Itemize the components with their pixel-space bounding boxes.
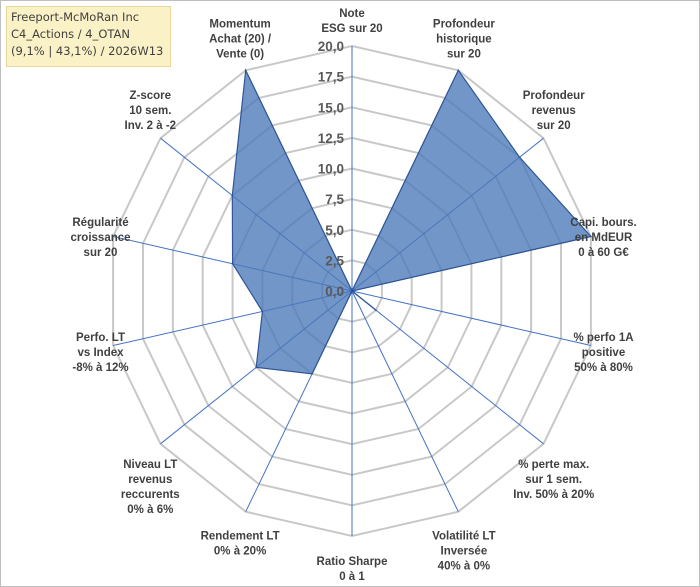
axis-label-line: sur 20 <box>537 120 571 132</box>
axis-label-line: sur 20 <box>84 247 118 259</box>
radar-axis-labels: Note ESG sur 20 Profondeur historique sur 20… <box>70 8 636 583</box>
axis-label-line: vs Index <box>77 347 124 359</box>
axis-label-13: Z-score 10 sem. Inv. 2 à -2 <box>125 90 177 132</box>
axis-label-line: Z-score <box>130 90 172 102</box>
axis-label-line: en MdEUR <box>575 232 633 244</box>
axis-label-line: -8% à 12% <box>72 362 128 374</box>
chart-title-box: Freeport-McMoRan Inc C4_Actions / 4_OTAN… <box>6 6 171 67</box>
axis-label-line: reccurents <box>121 489 180 501</box>
tick-label: 2,5 <box>325 253 344 268</box>
axis-label-line: positive <box>582 347 625 359</box>
axis-label-line: % perfo 1A <box>573 332 633 344</box>
axis-label-line: ESG sur 20 <box>321 23 382 35</box>
radar-point-4 <box>590 235 592 238</box>
axis-label-7: Volatilité LT Inversée 40% à 0% <box>432 530 495 572</box>
tick-label: 15,0 <box>318 100 344 115</box>
axis-label-line: Profondeur <box>433 19 495 31</box>
tick-label: 17,5 <box>318 70 345 85</box>
axis-label-3: Profondeur revenus sur 20 <box>523 90 585 132</box>
radar-series-area <box>231 68 593 375</box>
radar-point-13 <box>231 194 234 197</box>
radar-spoke-7 <box>351 290 459 512</box>
axis-label-line: historique <box>436 34 492 46</box>
radar-point-8 <box>351 290 353 292</box>
axis-label-line: 0% à 20% <box>214 545 266 557</box>
axis-label-line: 0 à 1 <box>339 571 365 583</box>
axis-label-line: croissance <box>70 232 130 244</box>
axis-label-8: Ratio Sharpe 0 à 1 <box>317 556 388 583</box>
radar-point-2 <box>457 69 460 72</box>
axis-label-line: Niveau LT <box>123 459 177 471</box>
axis-label-11: Perfo. LT vs Index -8% à 12% <box>72 332 128 374</box>
axis-label-line: % perte max. <box>518 459 589 471</box>
radar-point-11 <box>261 310 264 313</box>
radar-point-10 <box>255 366 257 369</box>
axis-label-line: Profondeur <box>523 90 585 102</box>
radar-point-3 <box>518 156 521 159</box>
axis-label-line: 50% à 80% <box>574 362 633 374</box>
tick-label: 12,5 <box>318 131 345 146</box>
axis-label-line: Ratio Sharpe <box>317 556 388 568</box>
chart-title-line-1: Freeport-McMoRan Inc <box>11 10 140 24</box>
chart-title-line-2: C4_Actions / 4_OTAN <box>11 27 131 41</box>
axis-label-12: Régularité croissance sur 20 <box>70 217 130 259</box>
axis-label-9: Rendement LT 0% à 20% <box>201 530 280 557</box>
axis-label-line: Note <box>339 8 365 20</box>
radar-point-6 <box>375 309 377 311</box>
axis-label-line: 40% à 0% <box>438 560 490 572</box>
tick-label: 10,0 <box>318 162 344 177</box>
radar-point-12 <box>231 262 234 265</box>
axis-label-14: Momentum Achat (20) / Vente (0) <box>209 19 272 61</box>
axis-label-2: Profondeur historique sur 20 <box>433 19 495 61</box>
radar-point-9 <box>311 373 313 375</box>
axis-label-line: revenus <box>532 105 576 117</box>
tick-label: 5,0 <box>325 223 344 238</box>
axis-label-line: Inv. 50% à 20% <box>513 489 594 501</box>
axis-label-line: revenus <box>128 474 172 486</box>
axis-label-4: Capi. bours. en MdEUR 0 à 60 G€ <box>570 217 636 259</box>
tick-label: 0,0 <box>325 284 344 299</box>
axis-label-line: Volatilité LT <box>432 530 495 542</box>
axis-label-line: Inv. 2 à -2 <box>125 120 177 132</box>
tick-label: 7,5 <box>325 192 344 207</box>
axis-label-line: sur 20 <box>447 49 481 61</box>
axis-label-10: Niveau LT revenus reccurents 0% à 6% <box>121 459 180 516</box>
axis-label-line: 0% à 6% <box>127 504 173 516</box>
tick-label: 20,0 <box>318 39 344 54</box>
axis-label-line: Perfo. LT <box>76 332 125 344</box>
axis-label-line: Momentum <box>209 19 270 31</box>
radar-spoke-5 <box>351 290 592 346</box>
axis-label-line: Achat (20) / <box>209 34 272 46</box>
axis-label-line: Vente (0) <box>216 49 264 61</box>
chart-title-line-3: (9,1% | 43,1%) / 2026W13 <box>11 44 164 58</box>
axis-label-5: % perfo 1A positive 50% à 80% <box>573 332 633 374</box>
axis-label-line: Régularité <box>72 217 128 229</box>
axis-label-6: % perte max. sur 1 sem. Inv. 50% à 20% <box>513 459 594 501</box>
axis-label-1: Note ESG sur 20 <box>321 8 382 35</box>
axis-label-line: 0 à 60 G€ <box>578 247 629 259</box>
radar-spoke-6 <box>351 290 544 445</box>
radar-series <box>231 68 593 375</box>
axis-label-line: 10 sem. <box>129 105 171 117</box>
axis-label-line: Capi. bours. <box>570 217 636 229</box>
axis-label-line: Rendement LT <box>201 530 280 542</box>
radar-tick-labels: 0,0 2,5 5,0 7,5 10,0 12,5 15,0 17,5 20,0 <box>318 39 345 299</box>
axis-label-line: Inversée <box>441 545 488 557</box>
axis-label-line: sur 1 sem. <box>525 474 582 486</box>
radar-point-14 <box>244 69 247 72</box>
